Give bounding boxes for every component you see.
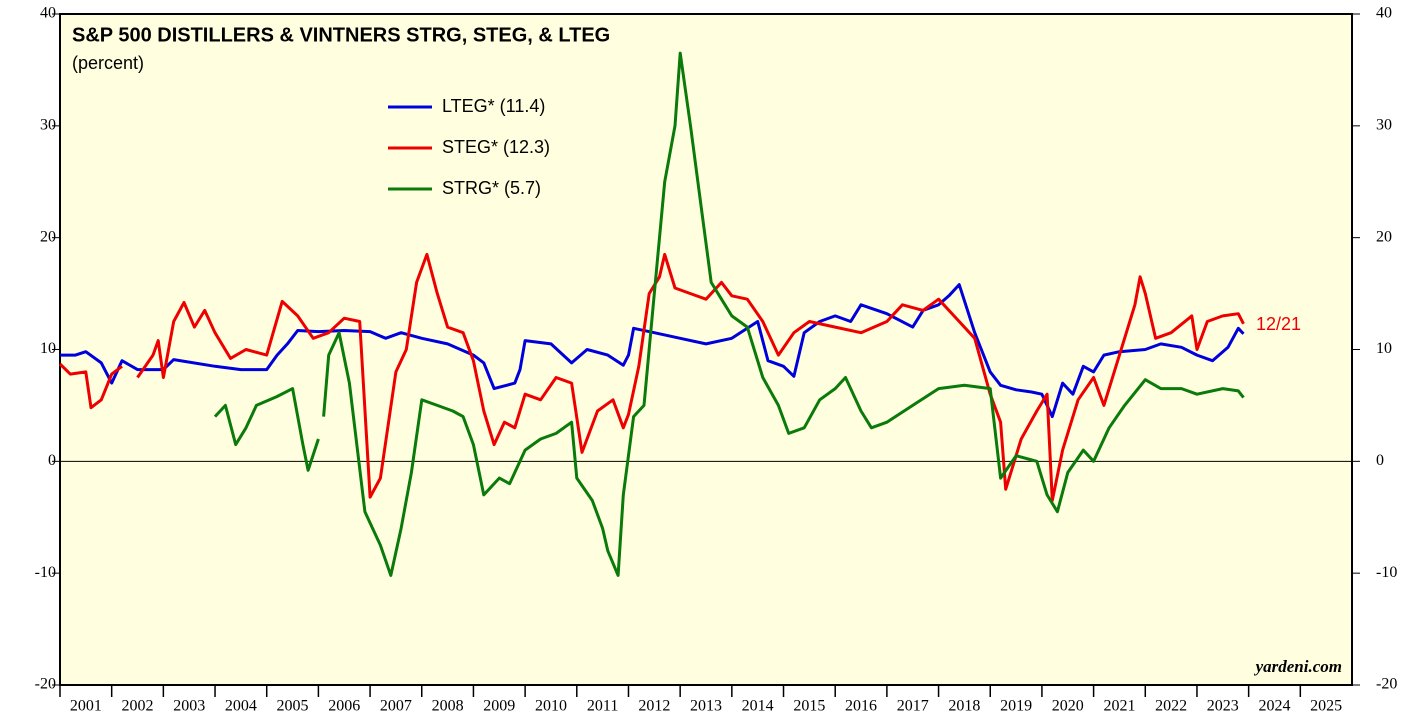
x-tick-label: 2005	[277, 698, 309, 715]
x-tick-label: 2014	[742, 698, 774, 715]
x-tick-label: 2006	[328, 698, 360, 715]
y-tick-label: 30	[40, 117, 56, 134]
y-tick-label: -10	[35, 564, 56, 581]
x-tick-label: 2016	[845, 698, 877, 715]
source: yardeni.com	[1254, 657, 1342, 676]
legend-label: STEG* (12.3)	[442, 137, 550, 157]
marks	[58, 51, 1352, 577]
x-tick-label: 2017	[897, 698, 929, 715]
y-tick-label: 40	[40, 5, 56, 22]
series-line	[213, 51, 1245, 577]
annotation: 12/21	[1256, 314, 1301, 334]
y-tick-label: 10	[40, 340, 56, 357]
plot-area	[59, 13, 1353, 686]
y-tick-label: 20	[40, 228, 56, 245]
x-tick-label: 2023	[1207, 698, 1239, 715]
x-tick-label: 2001	[70, 698, 102, 715]
x-tick-label: 2009	[483, 698, 515, 715]
x-tick-label: 2022	[1155, 698, 1187, 715]
x-tick-label: 2012	[638, 698, 670, 715]
y2-tick-label: 10	[1376, 340, 1392, 357]
y2-tick-label: -10	[1376, 564, 1397, 581]
x-tick-label: 2015	[793, 698, 825, 715]
x-tick-label: 2020	[1052, 698, 1084, 715]
x-tick-label: 2019	[1000, 698, 1032, 715]
x-tick-label: 2024	[1258, 698, 1290, 715]
x-tick-label: 2018	[948, 698, 980, 715]
x-tick-label: 2025	[1310, 698, 1342, 715]
series-line	[60, 283, 1245, 419]
legend-label: STRG* (5.7)	[442, 178, 541, 198]
x-tick-label: 2021	[1103, 698, 1135, 715]
y2-tick-label: 20	[1376, 228, 1392, 245]
x-tick-label: 2010	[535, 698, 567, 715]
x-tick-label: 2003	[173, 698, 205, 715]
x-tick-label: 2013	[690, 698, 722, 715]
y-tick-label: -20	[35, 676, 56, 693]
y2-tick-label: 0	[1376, 452, 1384, 469]
x-tick-label: 2002	[122, 698, 154, 715]
x-tick-label: 2008	[432, 698, 464, 715]
y2-tick-label: 30	[1376, 117, 1392, 134]
chart-title: S&P 500 DISTILLERS & VINTNERS STRG, STEG…	[72, 24, 610, 46]
y2-tick-label: 40	[1376, 5, 1392, 22]
legend-label: LTEG* (11.4)	[442, 96, 545, 116]
y2-tick-label: -20	[1376, 676, 1397, 693]
x-tick-label: 2011	[587, 698, 618, 715]
x-tick-label: 2004	[225, 698, 257, 715]
y-tick-label: 0	[48, 452, 56, 469]
subtitle: (percent)	[72, 53, 144, 73]
x-tick-label: 2007	[380, 698, 412, 715]
